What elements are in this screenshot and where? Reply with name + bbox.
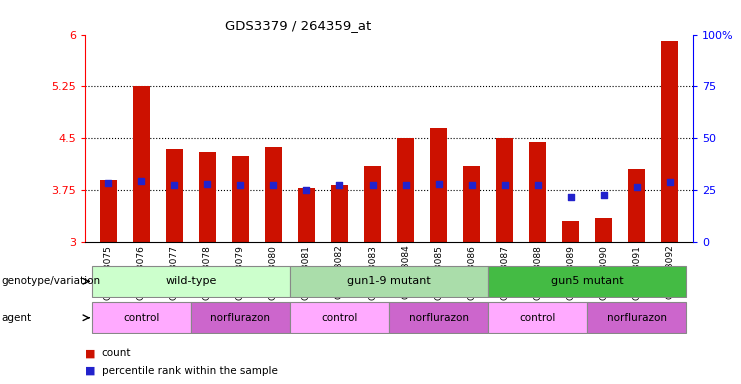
Point	[631, 184, 642, 190]
Bar	[496, 138, 513, 242]
Bar	[331, 185, 348, 242]
Bar	[365, 166, 381, 242]
Point	[268, 182, 279, 188]
Bar	[290, 302, 389, 333]
Point	[499, 182, 511, 188]
Text: count: count	[102, 348, 131, 358]
Point	[301, 187, 313, 193]
Bar	[100, 180, 116, 242]
Bar	[488, 266, 686, 297]
Text: percentile rank within the sample: percentile rank within the sample	[102, 366, 277, 376]
Point	[136, 178, 147, 184]
Text: control: control	[519, 313, 556, 323]
Bar	[92, 302, 191, 333]
Point	[399, 182, 411, 188]
Bar	[397, 138, 413, 242]
Point	[202, 181, 213, 187]
Point	[433, 181, 445, 187]
Text: ■: ■	[85, 348, 96, 358]
Bar	[166, 149, 182, 242]
Text: norflurazon: norflurazon	[408, 313, 468, 323]
Point	[234, 182, 246, 188]
Bar	[191, 302, 290, 333]
Bar	[587, 302, 686, 333]
Bar	[529, 142, 546, 242]
Text: gun1-9 mutant: gun1-9 mutant	[347, 276, 431, 286]
Bar	[92, 266, 290, 297]
Bar	[662, 41, 678, 242]
Text: genotype/variation: genotype/variation	[1, 276, 101, 286]
Bar	[290, 266, 488, 297]
Bar	[463, 166, 480, 242]
Point	[465, 182, 477, 188]
Title: GDS3379 / 264359_at: GDS3379 / 264359_at	[225, 19, 371, 32]
Text: gun5 mutant: gun5 mutant	[551, 276, 623, 286]
Bar	[199, 152, 216, 242]
Point	[532, 182, 544, 188]
Point	[168, 182, 180, 188]
Bar	[133, 86, 150, 242]
Bar	[488, 302, 587, 333]
Bar	[628, 169, 645, 242]
Point	[333, 182, 345, 188]
Bar	[265, 147, 282, 242]
Text: norflurazon: norflurazon	[607, 313, 667, 323]
Bar	[389, 302, 488, 333]
Point	[598, 192, 610, 198]
Text: wild-type: wild-type	[165, 276, 216, 286]
Text: control: control	[322, 313, 358, 323]
Text: agent: agent	[1, 313, 32, 323]
Point	[367, 182, 379, 188]
Bar	[232, 156, 249, 242]
Bar	[298, 188, 315, 242]
Text: control: control	[123, 313, 159, 323]
Bar	[431, 128, 447, 242]
Point	[102, 180, 114, 186]
Point	[565, 194, 576, 200]
Text: ■: ■	[85, 366, 96, 376]
Bar	[562, 221, 579, 242]
Text: norflurazon: norflurazon	[210, 313, 270, 323]
Point	[664, 179, 676, 185]
Bar	[596, 218, 612, 242]
